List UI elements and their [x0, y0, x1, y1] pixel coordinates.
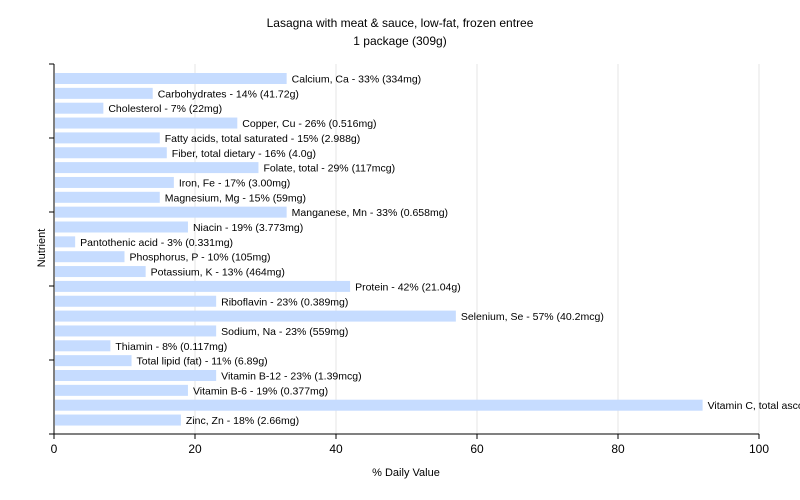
bar-label: Vitamin B-6 - 19% (0.377mg) — [193, 385, 328, 397]
bar — [55, 355, 132, 367]
bar-label: Vitamin B-12 - 23% (1.39mcg) — [221, 371, 361, 383]
bar-label: Total lipid (fat) - 11% (6.89g) — [137, 356, 268, 368]
bar-label: Pantothenic acid - 3% (0.331mg) — [80, 237, 233, 249]
bar — [55, 399, 703, 411]
bar — [55, 384, 188, 396]
bar — [55, 251, 125, 263]
axes — [49, 63, 759, 435]
bar-label: Thiamin - 8% (0.117mg) — [115, 341, 227, 353]
chart-subtitle: 1 package (309g) — [353, 34, 446, 48]
bar-label: Sodium, Na - 23% (559mg) — [221, 326, 348, 338]
bar — [55, 191, 160, 203]
bar-label: Phosphorus, P - 10% (105mg) — [130, 252, 271, 264]
bar — [55, 280, 351, 292]
x-tick-label: 0 — [51, 442, 58, 456]
bar-label: Folate, total - 29% (117mcg) — [263, 163, 395, 175]
bar-label: Selenium, Se - 57% (40.2mcg) — [461, 311, 604, 323]
x-tick-label: 60 — [470, 442, 484, 456]
bar-label: Vitamin C, total ascorbic acid - 92% (55… — [708, 400, 800, 412]
bar — [55, 132, 160, 144]
bar-label: Carbohydrates - 14% (41.72g) — [158, 88, 299, 100]
x-axis-label: % Daily Value — [372, 467, 440, 479]
bar-label: Manganese, Mn - 33% (0.658mg) — [292, 207, 448, 219]
bar — [55, 295, 217, 307]
chart-title: Lasagna with meat & sauce, low-fat, froz… — [267, 16, 534, 30]
bar-label: Magnesium, Mg - 15% (59mg) — [165, 192, 306, 204]
x-tick-label: 40 — [329, 442, 343, 456]
bar — [55, 221, 188, 233]
bar — [55, 206, 287, 218]
x-tick-label: 80 — [611, 442, 625, 456]
bar — [55, 414, 181, 426]
bar-label: Fatty acids, total saturated - 15% (2.98… — [165, 133, 361, 145]
bar — [55, 102, 104, 114]
bar-label: Fiber, total dietary - 16% (4.0g) — [172, 148, 316, 160]
bar-label: Iron, Fe - 17% (3.00mg) — [179, 177, 290, 189]
bar-label: Calcium, Ca - 33% (334mg) — [292, 74, 422, 86]
x-tick-label: 20 — [188, 442, 202, 456]
bar-label: Riboflavin - 23% (0.389mg) — [221, 296, 348, 308]
bar-label: Zinc, Zn - 18% (2.66mg) — [186, 415, 299, 427]
bars-group: Calcium, Ca - 33% (334mg) Carbohydrates -… — [55, 73, 800, 427]
bar — [55, 340, 111, 352]
x-tick-label: 100 — [749, 442, 769, 456]
bar-label: Copper, Cu - 26% (0.516mg) — [242, 118, 376, 130]
bar — [55, 370, 217, 381]
bar — [55, 266, 146, 278]
bar — [55, 236, 76, 248]
bar — [55, 147, 167, 159]
bar — [55, 162, 259, 174]
bar — [55, 73, 287, 84]
bar-label: Potassium, K - 13% (464mg) — [151, 267, 285, 279]
y-axis-label: Nutrient — [36, 229, 48, 268]
bar-label: Niacin - 19% (3.773mg) — [193, 222, 303, 234]
bar-label: Protein - 42% (21.04g) — [355, 281, 461, 293]
bar — [55, 176, 174, 188]
bar — [55, 310, 456, 322]
bar — [55, 87, 153, 99]
bar — [55, 117, 238, 129]
bar-label: Cholesterol - 7% (22mg) — [108, 103, 222, 115]
x-axis-ticks: 0 20 40 60 80 100 — [51, 434, 769, 456]
bar — [55, 325, 217, 337]
